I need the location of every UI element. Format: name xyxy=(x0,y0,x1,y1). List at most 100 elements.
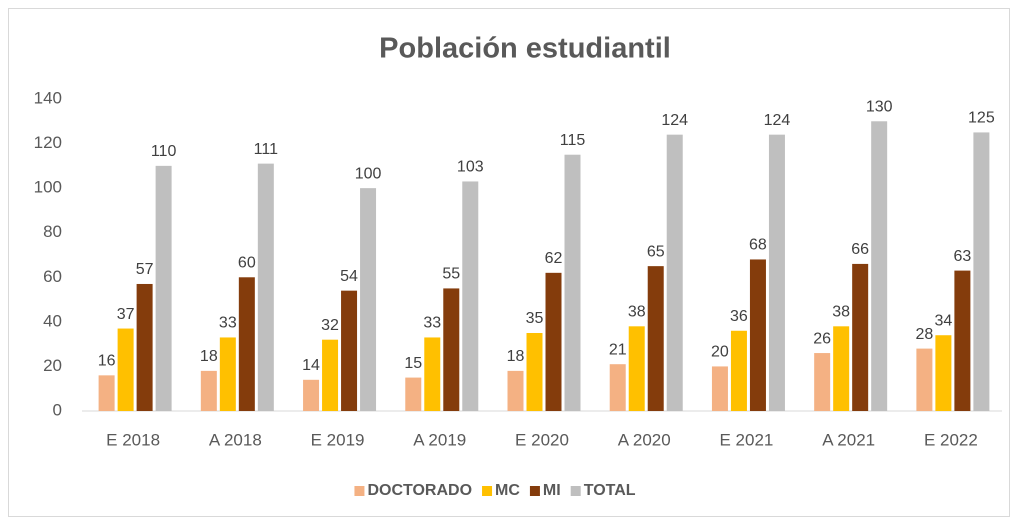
x-tick-label: A 2019 xyxy=(413,430,466,449)
legend-swatch xyxy=(482,486,493,496)
bar xyxy=(768,134,785,411)
bar xyxy=(526,333,543,411)
data-label: 110 xyxy=(151,143,177,160)
bar xyxy=(424,337,441,411)
bar xyxy=(257,163,274,411)
legend-swatch xyxy=(354,486,365,496)
bar xyxy=(749,259,766,411)
bar xyxy=(98,375,115,411)
x-tick-label: E 2018 xyxy=(106,430,160,449)
x-tick-label: E 2022 xyxy=(924,430,978,449)
legend-label: DOCTORADO xyxy=(367,482,472,499)
bar xyxy=(136,283,153,411)
bar xyxy=(155,165,172,411)
legend-swatch xyxy=(570,486,581,496)
bar xyxy=(666,134,683,411)
data-label: 65 xyxy=(647,243,665,260)
data-label: 62 xyxy=(545,250,563,267)
bar xyxy=(322,339,339,411)
x-tick-label: E 2020 xyxy=(515,430,569,449)
data-label: 63 xyxy=(953,248,971,265)
y-tick-label: 100 xyxy=(34,178,62,197)
bar xyxy=(462,181,479,411)
bar xyxy=(711,366,728,411)
data-label: 36 xyxy=(730,308,748,325)
bar xyxy=(609,364,626,411)
y-tick-label: 40 xyxy=(43,311,62,330)
data-label: 66 xyxy=(851,241,869,258)
legend-swatch xyxy=(529,486,540,496)
data-label: 125 xyxy=(968,110,995,127)
data-label: 38 xyxy=(628,304,646,321)
bar xyxy=(360,188,377,411)
bar xyxy=(833,326,850,411)
y-tick-label: 80 xyxy=(43,222,62,241)
data-label: 100 xyxy=(355,165,382,182)
bar xyxy=(564,154,581,411)
bar xyxy=(219,337,236,411)
y-tick-label: 140 xyxy=(34,88,62,107)
data-label: 57 xyxy=(136,261,154,278)
bar xyxy=(852,263,869,411)
data-label: 60 xyxy=(238,255,256,272)
data-label: 68 xyxy=(749,237,767,254)
bar xyxy=(303,379,320,411)
bar xyxy=(117,328,134,411)
data-label: 35 xyxy=(526,310,544,327)
bar xyxy=(238,277,255,411)
data-label: 14 xyxy=(302,357,320,374)
data-label: 38 xyxy=(832,304,850,321)
bar xyxy=(443,288,460,411)
x-tick-label: A 2021 xyxy=(822,430,875,449)
bar xyxy=(507,370,524,411)
bar xyxy=(341,290,358,411)
x-tick-label: E 2021 xyxy=(719,430,773,449)
data-label: 33 xyxy=(219,315,237,332)
data-label: 54 xyxy=(340,268,358,285)
data-label: 34 xyxy=(934,312,952,329)
data-label: 26 xyxy=(813,330,831,347)
y-tick-label: 60 xyxy=(43,267,62,286)
data-label: 18 xyxy=(200,348,218,365)
x-tick-label: E 2019 xyxy=(311,430,365,449)
data-label: 55 xyxy=(442,266,460,283)
data-label: 130 xyxy=(866,99,893,116)
data-label: 15 xyxy=(404,355,422,372)
legend-label: MI xyxy=(543,482,561,499)
bar xyxy=(814,353,831,411)
y-tick-label: 120 xyxy=(34,133,62,152)
bar xyxy=(871,121,888,412)
chart-title: Población estudiantil xyxy=(379,33,671,65)
legend-label: TOTAL xyxy=(584,482,636,499)
x-tick-label: A 2020 xyxy=(618,430,671,449)
data-label: 115 xyxy=(560,132,586,149)
bar xyxy=(935,335,952,411)
bar xyxy=(545,272,562,411)
bar xyxy=(916,348,933,411)
y-tick-label: 20 xyxy=(43,356,62,375)
data-label: 124 xyxy=(764,112,791,129)
data-label: 16 xyxy=(98,353,116,370)
data-label: 124 xyxy=(661,112,688,129)
y-tick-label: 0 xyxy=(53,400,62,419)
data-label: 37 xyxy=(117,306,135,323)
chart-border xyxy=(8,8,1010,517)
bar xyxy=(628,326,645,411)
bar xyxy=(730,330,747,411)
bar xyxy=(954,270,971,411)
data-label: 21 xyxy=(609,341,627,358)
data-label: 33 xyxy=(423,315,441,332)
data-label: 28 xyxy=(915,326,933,343)
legend-label: MC xyxy=(495,482,520,499)
data-label: 111 xyxy=(254,141,278,158)
data-label: 18 xyxy=(507,348,525,365)
data-label: 32 xyxy=(321,317,339,334)
bar xyxy=(200,370,217,411)
bar xyxy=(973,132,990,411)
bar xyxy=(647,266,664,411)
data-label: 103 xyxy=(457,159,484,176)
data-label: 20 xyxy=(711,344,729,361)
bar xyxy=(405,377,422,411)
x-tick-label: A 2018 xyxy=(209,430,262,449)
